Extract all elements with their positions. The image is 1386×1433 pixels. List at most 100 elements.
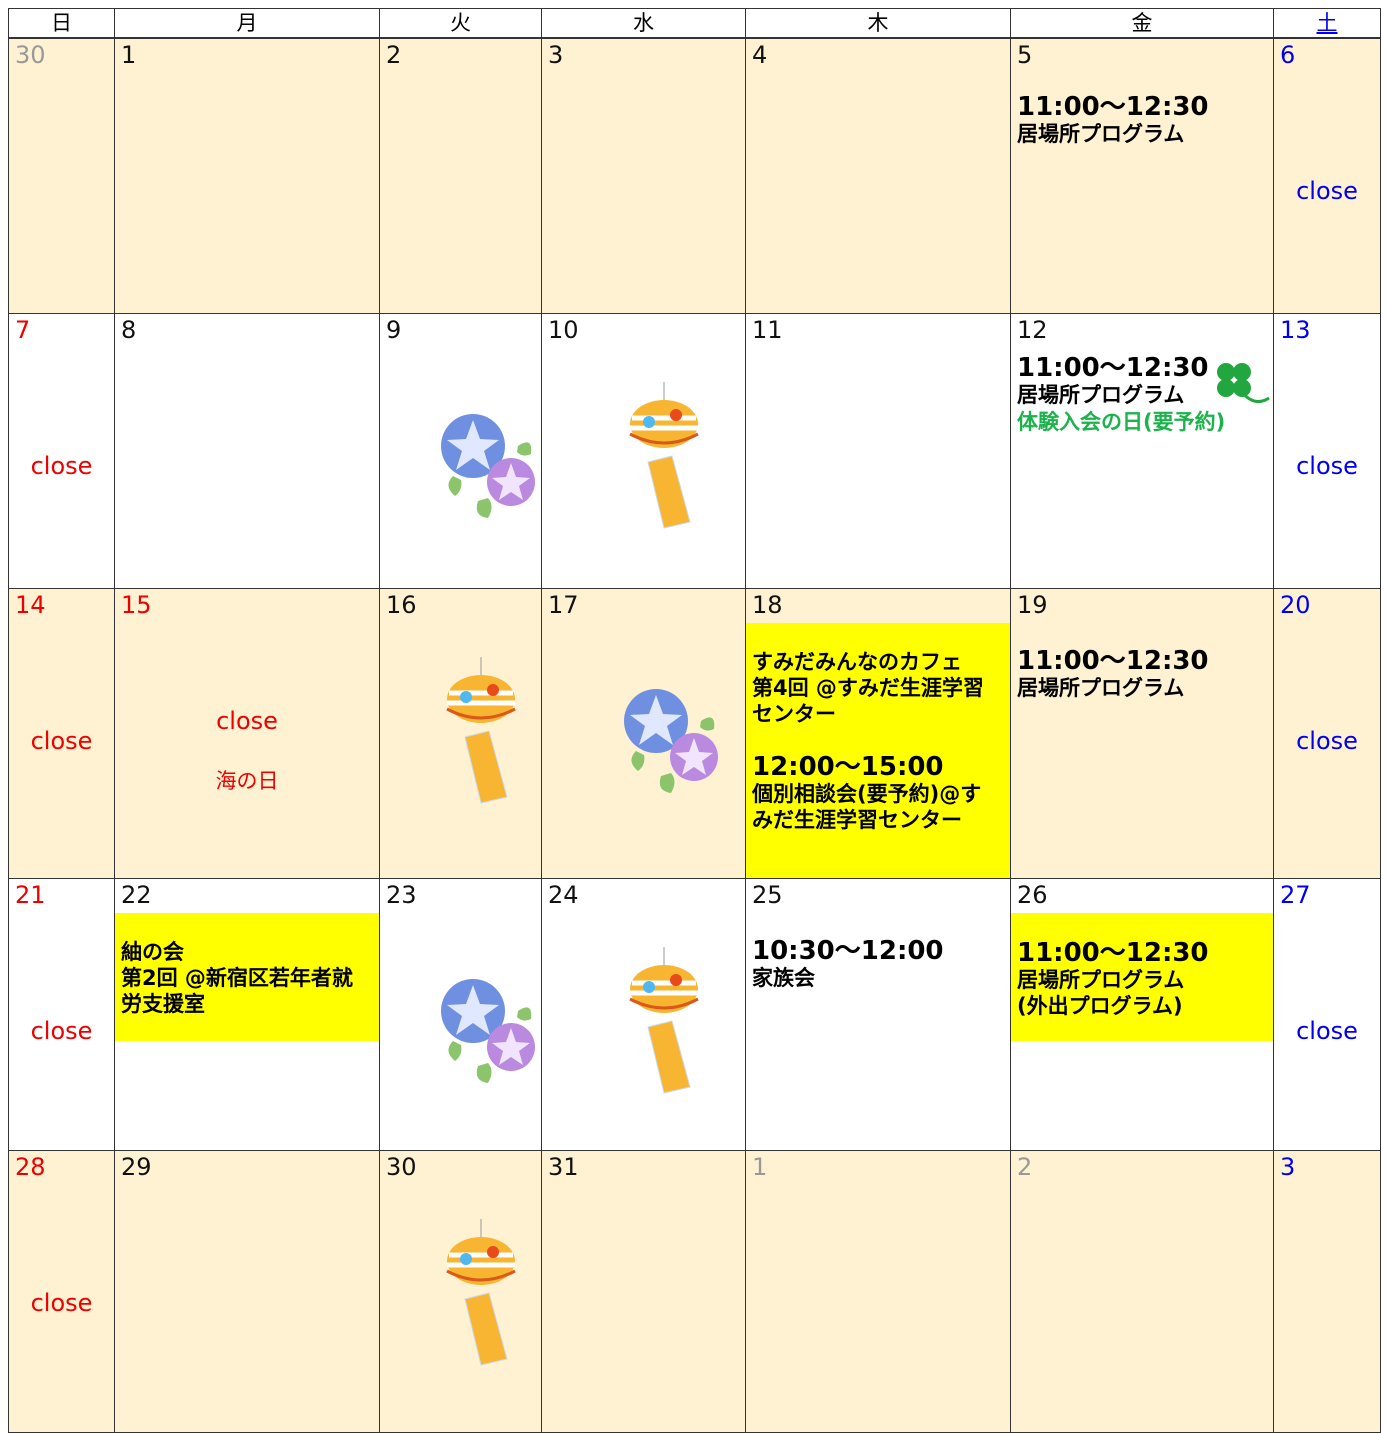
day-cell: 13 close — [1273, 313, 1381, 589]
day-cell: 4 — [745, 38, 1011, 314]
day-cell: 9 — [379, 313, 542, 589]
close-label: close — [30, 1289, 93, 1317]
weekday-header: 木 — [745, 8, 1011, 38]
event-line: 個別相談会(要予約)@すみだ生涯学習センター — [752, 782, 982, 832]
day-cell: 12 11:00～12:30 居場所プログラム 体験入会の日(要予約) — [1010, 313, 1274, 589]
day-number: 1 — [121, 41, 137, 69]
day-number: 18 — [752, 591, 783, 619]
day-cell: 21 close — [8, 878, 115, 1151]
day-number: 1 — [752, 1153, 768, 1181]
day-cell: 10 — [541, 313, 746, 589]
weekday-header: 日 — [8, 8, 115, 38]
day-cell: 8 — [114, 313, 380, 589]
day-number: 10 — [548, 316, 579, 344]
chime-icon — [446, 1219, 516, 1366]
day-cell: 30 — [8, 38, 115, 314]
event: 10:30～12:00 家族会 — [746, 913, 1010, 991]
day-cell: 14 close — [8, 588, 115, 879]
day-number: 29 — [121, 1153, 152, 1181]
day-cell: 3 — [541, 38, 746, 314]
day-cell: 18 すみだみんなのカフェ 第4回 @すみだ生涯学習センター 12:00～15:00 個… — [745, 588, 1011, 879]
event: すみだみんなのカフェ 第4回 @すみだ生涯学習センター 12:00～15:00 個別相… — [746, 623, 1010, 878]
day-number: 16 — [386, 591, 417, 619]
day-number: 24 — [548, 881, 579, 909]
close-label: close — [30, 727, 93, 755]
event-line: 居場所プログラム — [1017, 383, 1185, 407]
event-line: 居場所プログラム — [1017, 122, 1185, 146]
close-label: close — [30, 1017, 93, 1045]
weekday-header: 月 — [114, 8, 380, 38]
close-label: close — [1296, 1017, 1358, 1045]
weekday-header: 水 — [541, 8, 746, 38]
event-line: 第4回 @すみだ生涯学習センター — [752, 676, 984, 726]
day-cell: 23 — [379, 878, 542, 1151]
clover-icon — [1217, 363, 1270, 404]
day-cell: 22 紬の会 第2回 @新宿区若年者就労支援室 — [114, 878, 380, 1151]
chime-icon — [446, 657, 516, 804]
weekday-header: 金 — [1010, 8, 1274, 38]
day-number: 8 — [121, 316, 137, 344]
day-number: 9 — [386, 316, 402, 344]
day-number: 26 — [1017, 881, 1048, 909]
day-number: 2 — [1017, 1153, 1033, 1181]
event: 11:00～12:30 居場所プログラム 体験入会の日(要予約) — [1011, 348, 1273, 436]
event-line: 第2回 @新宿区若年者就労支援室 — [121, 966, 353, 1016]
day-number: 14 — [15, 591, 46, 619]
event: 11:00～12:30 居場所プログラム — [1011, 73, 1273, 147]
day-cell: 5 11:00～12:30 居場所プログラム — [1010, 38, 1274, 314]
event: 11:00～12:30 居場所プログラム (外出プログラム) — [1011, 913, 1273, 1041]
flower-icon — [441, 979, 535, 1083]
weekday-header: 火 — [379, 8, 542, 38]
event-line: 居場所プログラム — [1017, 968, 1185, 992]
event-line: 10:30～12:00 — [752, 936, 944, 966]
event-line: 居場所プログラム — [1017, 676, 1185, 700]
event: 紬の会 第2回 @新宿区若年者就労支援室 — [115, 913, 379, 1041]
day-cell: 6 close — [1273, 38, 1381, 314]
day-number: 22 — [121, 881, 152, 909]
flower-icon — [441, 414, 535, 518]
day-cell: 26 11:00～12:30 居場所プログラム (外出プログラム) — [1010, 878, 1274, 1151]
day-number: 7 — [15, 316, 31, 344]
day-number: 2 — [386, 41, 402, 69]
close-label: close — [1296, 177, 1358, 205]
day-cell: 17 — [541, 588, 746, 879]
day-cell: 16 — [379, 588, 542, 879]
day-number: 30 — [386, 1153, 417, 1181]
day-number: 25 — [752, 881, 783, 909]
day-number: 4 — [752, 41, 768, 69]
day-number: 6 — [1280, 41, 1296, 69]
day-number: 27 — [1280, 881, 1311, 909]
event-line: 11:00～12:30 — [1017, 938, 1209, 968]
close-label: close — [1296, 452, 1358, 480]
day-number: 3 — [548, 41, 564, 69]
event-line: すみだみんなのカフェ — [752, 650, 962, 674]
chime-icon — [629, 947, 699, 1094]
day-cell: 24 — [541, 878, 746, 1151]
day-number: 20 — [1280, 591, 1311, 619]
day-number: 13 — [1280, 316, 1311, 344]
day-cell: 2 — [379, 38, 542, 314]
day-number: 21 — [15, 881, 46, 909]
event-line: (外出プログラム) — [1017, 994, 1183, 1018]
day-cell: 20 close — [1273, 588, 1381, 879]
event-line: 体験入会の日(要予約) — [1017, 410, 1226, 434]
day-number: 15 — [121, 591, 152, 619]
event-line: 紬の会 — [121, 940, 184, 964]
day-cell: 27 close — [1273, 878, 1381, 1151]
day-number: 31 — [548, 1153, 579, 1181]
day-number: 30 — [15, 41, 46, 69]
event-line: 11:00～12:30 — [1017, 646, 1209, 676]
day-number: 23 — [386, 881, 417, 909]
day-cell: 3 — [1273, 1150, 1381, 1433]
event: 11:00～12:30 居場所プログラム — [1011, 623, 1273, 701]
day-cell: 19 11:00～12:30 居場所プログラム — [1010, 588, 1274, 879]
day-cell: 31 — [541, 1150, 746, 1433]
day-number: 19 — [1017, 591, 1048, 619]
day-number: 17 — [548, 591, 579, 619]
weekday-header: 土 — [1273, 8, 1381, 38]
day-cell: 29 — [114, 1150, 380, 1433]
day-number: 5 — [1017, 41, 1033, 69]
day-cell: 1 — [745, 1150, 1011, 1433]
holiday-label: 海の日 — [215, 769, 279, 793]
